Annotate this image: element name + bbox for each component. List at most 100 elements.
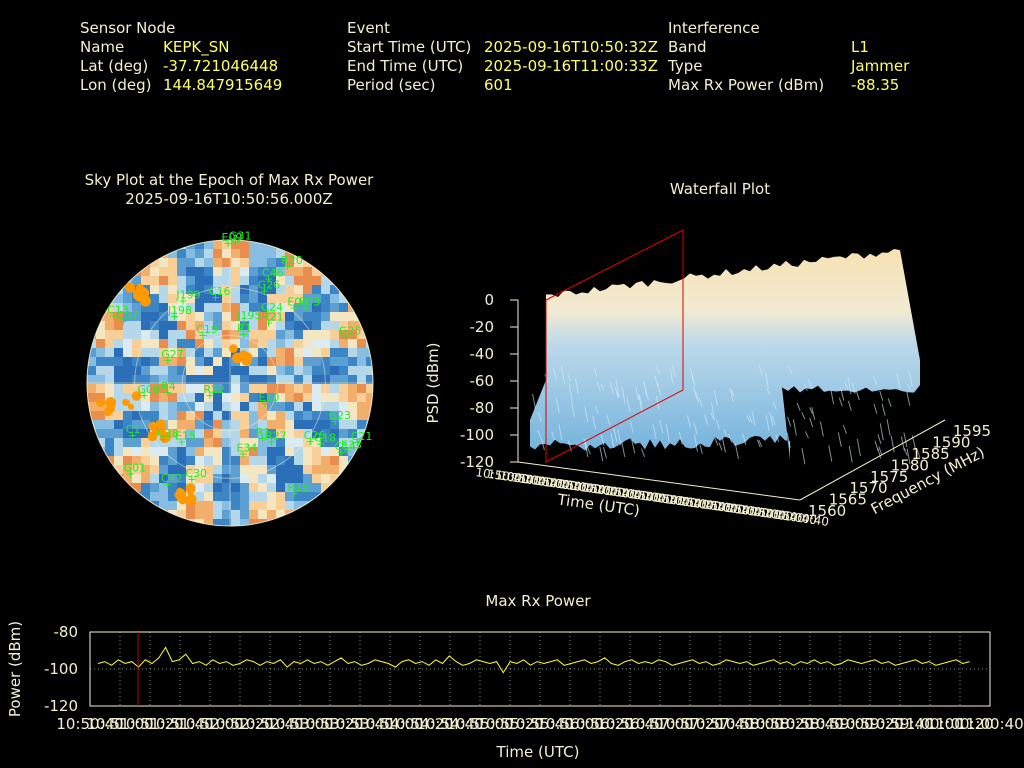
wf-surface-texture [847,400,852,411]
sky-cell [204,339,213,348]
sky-cell [141,411,150,420]
sky-cell [96,384,105,393]
wf-surface-texture [614,387,619,398]
sky-cell [294,267,303,276]
sky-cell [276,339,285,348]
sky-cell [330,420,339,429]
sky-cell [150,312,159,321]
sky-cell [258,420,267,429]
sky-cell [168,384,177,393]
sky-cell [96,357,105,366]
sky-cell [159,294,168,303]
sky-cell [285,501,294,510]
sky-cell [240,384,249,393]
sky-interference-point [238,350,249,361]
wf-surface-texture [903,432,908,448]
sky-sat-marker: + [306,435,315,448]
wf-surface-texture [907,383,912,391]
sky-cell [303,267,312,276]
sky-cell [132,483,141,492]
sky-cell [168,375,177,384]
wf-surface-texture [638,394,643,406]
sky-sat-marker: + [283,260,292,273]
sky-cell [267,465,276,474]
sky-cell [186,321,195,330]
sky-cell [294,303,303,312]
sky-cell [321,330,330,339]
sky-cell [303,276,312,285]
sky-cell [177,249,186,258]
sky-cell [195,447,204,456]
sky-cell [240,465,249,474]
sky-cell [213,285,222,294]
sky-sat-label: C07 [117,309,139,322]
sky-cell [339,339,348,348]
sky-cell [303,474,312,483]
sky-cell [204,267,213,276]
sky-cell [267,312,276,321]
sky-cell [213,339,222,348]
sensor-lat-label: Lat (deg) [80,57,149,75]
sky-cell [150,393,159,402]
sky-sat-label: G01 [124,461,147,474]
sky-cell [132,474,141,483]
sky-cell [312,384,321,393]
sky-cell [186,366,195,375]
wf-surface-texture [873,403,878,414]
sky-cell [294,384,303,393]
sky-sat-marker: + [205,389,214,402]
sky-cell [240,303,249,312]
wf-surface-texture [693,433,698,452]
sky-cell [159,330,168,339]
sky-cell [339,384,348,393]
sky-cell [114,366,123,375]
sky-sat-label: R21 [262,310,284,323]
wf-freq-tick-label: 1585 [912,445,950,463]
wf-surface-texture [596,381,601,392]
sky-cell [222,303,231,312]
sky-cell [222,483,231,492]
sky-cell [240,429,249,438]
sky-cell [123,393,132,402]
sky-cell [204,438,213,447]
sky-cell [222,438,231,447]
sky-cell [294,483,303,492]
sky-cell [348,384,357,393]
sky-cell [339,357,348,366]
sky-cell [222,501,231,510]
sky-cell [222,519,231,526]
sky-cell [276,483,285,492]
sky-cell [267,411,276,420]
wf-surface-texture [903,448,908,456]
sky-cell [285,456,294,465]
sky-cell [231,501,240,510]
sky-cell [258,456,267,465]
wf-surface-texture [621,386,626,404]
wf-surface-texture [766,388,771,396]
wf-surface-texture [716,419,721,430]
wf-surface-texture [704,413,709,425]
sky-cell [240,249,249,258]
mx-x-tick-label: 10:56:00 [536,715,603,733]
sky-cell [96,339,105,348]
wf-surface-texture [695,390,700,403]
sky-cell [87,348,96,357]
sky-cell [249,456,258,465]
sky-cell [204,411,213,420]
sky-cell [213,312,222,321]
sky-cell [87,393,96,402]
sky-cell [276,312,285,321]
sky-cell [204,330,213,339]
wf-surface-texture [560,365,565,384]
sky-cell [168,285,177,294]
sky-cell [222,330,231,339]
sky-cell [231,438,240,447]
sensor-lon-value: 144.847915649 [163,76,283,94]
sky-sat-marker: + [231,236,240,249]
sky-cell [222,465,231,474]
wf-surface-texture [540,438,545,451]
sky-cell [177,393,186,402]
wf-surface-texture [809,407,814,415]
sky-cell [204,384,213,393]
sky-cell [267,294,276,303]
